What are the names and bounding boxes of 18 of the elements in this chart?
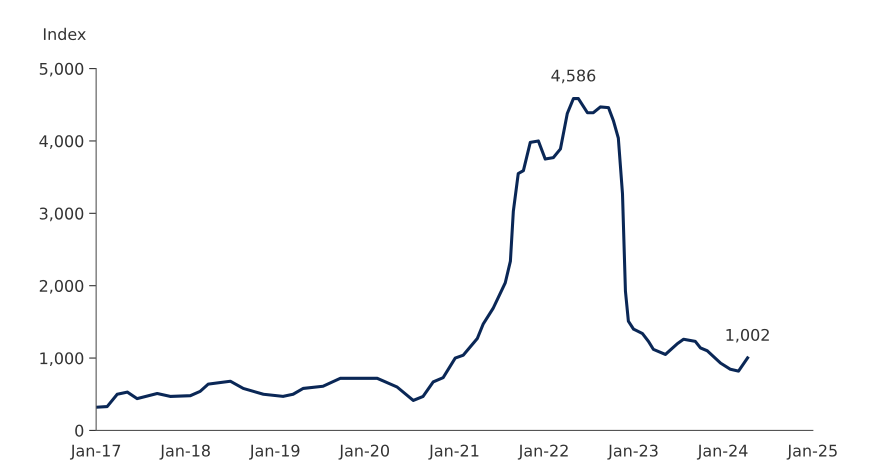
annotation: 4,586 <box>551 69 596 84</box>
x-tick-label: Jan-17 <box>70 444 120 460</box>
y-tick-label: 1,000 <box>40 352 84 366</box>
x-tick-label: Jan-22 <box>518 444 568 460</box>
y-tick-label: 5,000 <box>40 62 84 77</box>
x-tick-label: Jan-20 <box>338 444 390 460</box>
y-tick-label: 0 <box>75 424 84 437</box>
y-tick-label: 4,000 <box>39 135 84 149</box>
x-tick-label: Jan-23 <box>607 444 658 460</box>
y-tick-label: 3,000 <box>40 208 84 222</box>
x-tick-label: Jan-18 <box>159 444 210 460</box>
annotation: 1,002 <box>726 328 769 343</box>
x-tick-label: Jan-19 <box>249 444 300 460</box>
x-tick-label: Jan-21 <box>428 444 478 460</box>
y-axis-title: Index <box>44 28 86 40</box>
x-tick-label: Jan-24 <box>696 444 748 460</box>
x-tick-label: Jan-25 <box>786 444 837 460</box>
y-tick-label: 2,000 <box>40 280 84 294</box>
